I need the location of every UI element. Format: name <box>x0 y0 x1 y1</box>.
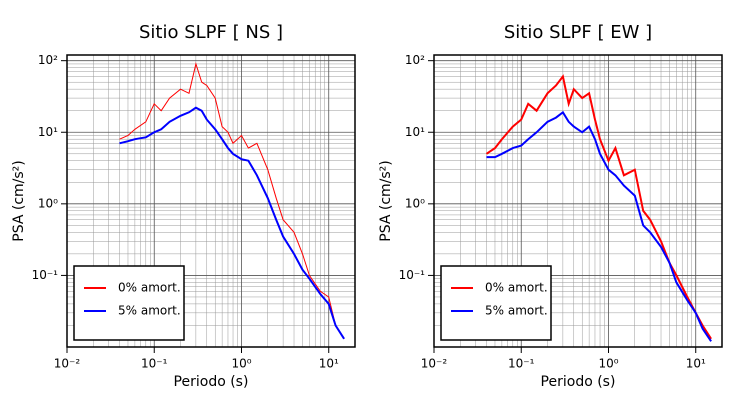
x-tick-label: 10⁻¹ <box>141 357 168 371</box>
series-line <box>119 106 345 340</box>
plot-frame <box>66 54 356 348</box>
x-tick-label: 10⁻¹ <box>508 357 535 371</box>
chart-title: Sitio SLPF [ NS ] <box>139 22 283 43</box>
y-tick-label: 10¹ <box>405 125 425 139</box>
x-tick-label: 10¹ <box>686 357 706 371</box>
legend-label: 5% amort. <box>118 304 181 318</box>
y-tick-label: 10² <box>405 53 425 67</box>
y-axis-label: PSA (cm/s²) <box>11 160 27 242</box>
legend-label: 5% amort. <box>485 304 548 318</box>
y-tick-label: 10⁻¹ <box>32 268 59 282</box>
legend-box <box>440 265 552 341</box>
x-tick-label: 10⁰ <box>598 357 618 371</box>
y-tick-label: 10⁰ <box>405 196 425 210</box>
legend-label: 0% amort. <box>118 281 181 295</box>
y-tick-label: 10¹ <box>38 125 58 139</box>
y-tick-label: 10² <box>38 53 58 67</box>
y-tick-label: 10⁰ <box>38 196 58 210</box>
y-axis-label: PSA (cm/s²) <box>378 160 394 242</box>
panel: Sitio SLPF [ EW ] Periodo (s) PSA (cm/s²) 1… <box>378 22 723 390</box>
y-tick-label: 10⁻¹ <box>399 268 426 282</box>
legend-label: 0% amort. <box>485 281 548 295</box>
x-tick-label: 10⁰ <box>231 357 251 371</box>
x-tick-label: 10⁻² <box>54 357 81 371</box>
x-axis-label: Periodo (s) <box>541 374 616 390</box>
legend-box <box>73 265 185 341</box>
x-tick-label: 10⁻² <box>421 357 448 371</box>
x-axis-label: Periodo (s) <box>174 374 249 390</box>
panel: Sitio SLPF [ NS ] Periodo (s) PSA (cm/s²) 1… <box>11 22 356 390</box>
plot-frame <box>433 54 723 348</box>
series-line <box>119 62 345 340</box>
x-tick-label: 10¹ <box>319 357 339 371</box>
series-line <box>486 110 712 342</box>
chart-title: Sitio SLPF [ EW ] <box>504 22 652 43</box>
